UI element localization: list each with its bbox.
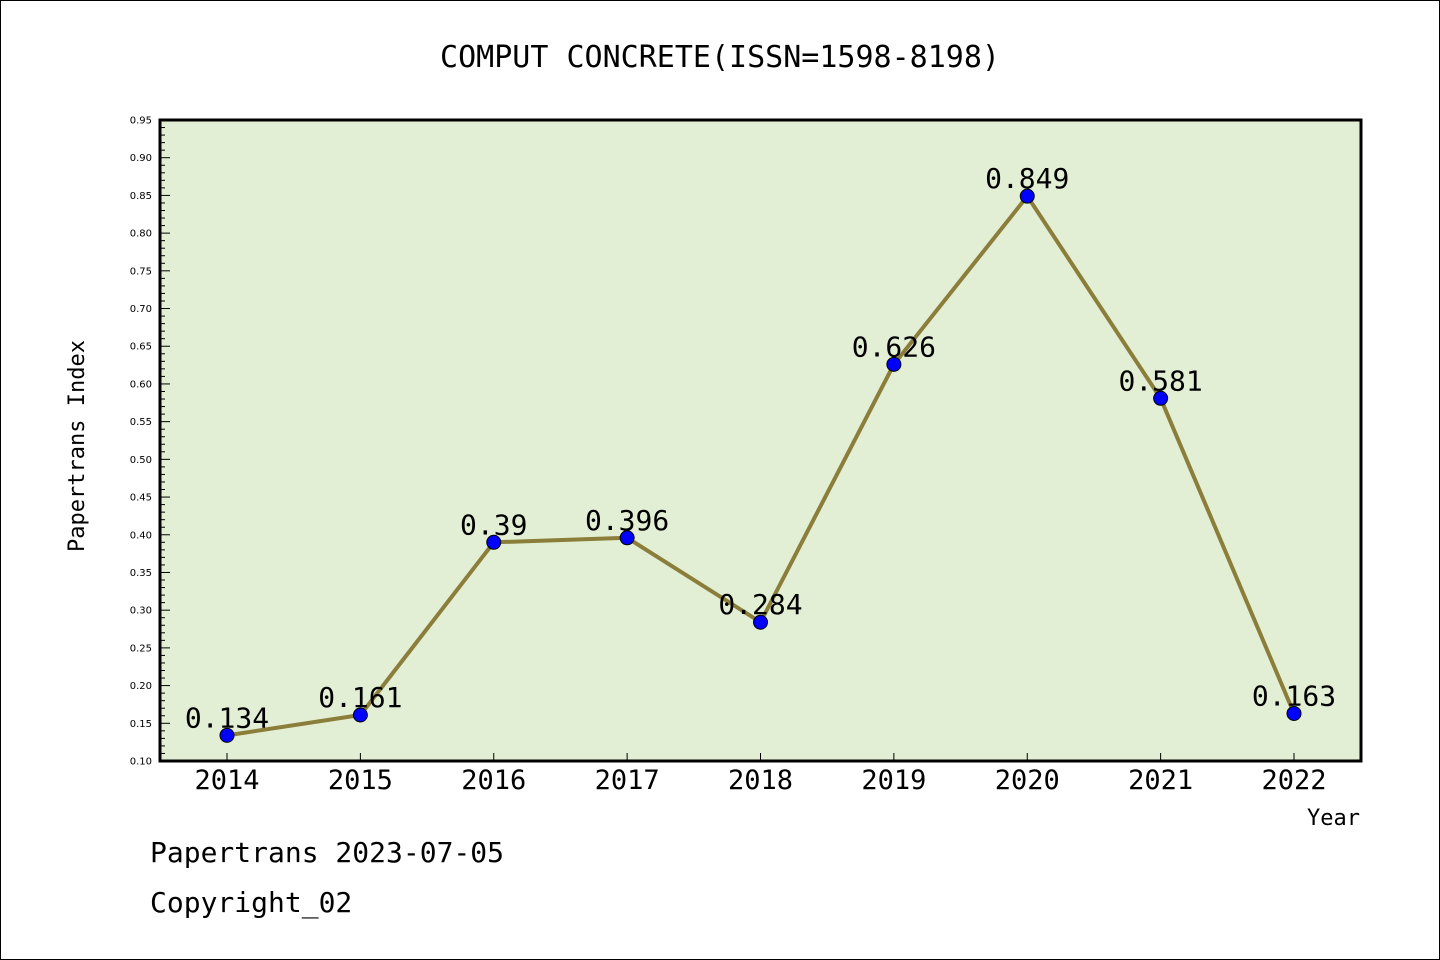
data-point bbox=[352, 707, 368, 723]
data-label: 0.161 bbox=[318, 681, 402, 714]
y-tick-label: 0.50 bbox=[130, 455, 152, 466]
x-tick-label: 2016 bbox=[461, 765, 526, 796]
data-point bbox=[219, 727, 235, 743]
x-tick-label: 2015 bbox=[328, 765, 393, 796]
data-label: 0.849 bbox=[985, 162, 1069, 195]
data-label: 0.163 bbox=[1252, 679, 1336, 712]
y-tick-label: 0.55 bbox=[130, 417, 152, 428]
data-label: 0.134 bbox=[185, 701, 269, 734]
x-tick-label: 2017 bbox=[595, 765, 660, 796]
x-axis: 2014 2015 2016 2017 2018 2019 2020 2021 2022 bbox=[194, 753, 1327, 796]
y-tick-label: 0.85 bbox=[130, 191, 152, 202]
y-tick-label: 0.60 bbox=[130, 379, 152, 390]
data-point bbox=[486, 534, 502, 550]
y-tick-label: 0.95 bbox=[130, 116, 152, 127]
data-point bbox=[886, 356, 902, 372]
data-label: 0.284 bbox=[718, 588, 802, 621]
y-tick-label: 0.20 bbox=[130, 681, 152, 692]
data-point bbox=[1153, 390, 1169, 406]
data-point bbox=[1286, 705, 1302, 721]
data-point bbox=[619, 530, 635, 546]
x-tick-label: 2022 bbox=[1261, 765, 1326, 796]
plot-area bbox=[158, 118, 1363, 763]
y-tick-label: 0.45 bbox=[130, 493, 152, 504]
x-tick-label: 2019 bbox=[861, 765, 926, 796]
x-tick-label: 2018 bbox=[728, 765, 793, 796]
x-tick-label: 2020 bbox=[995, 765, 1060, 796]
y-tick-label: 0.15 bbox=[130, 719, 152, 730]
y-tick-label: 0.10 bbox=[130, 757, 152, 768]
y-tick-label: 0.90 bbox=[130, 153, 152, 164]
y-tick-label: 0.40 bbox=[130, 530, 152, 541]
x-tick-label: 2014 bbox=[194, 765, 259, 796]
data-point bbox=[753, 614, 768, 630]
y-tick-label: 0.35 bbox=[130, 568, 152, 579]
y-tick-label: 0.75 bbox=[130, 266, 152, 277]
footer-copyright: Copyright_02 bbox=[150, 886, 353, 919]
footer-date: Papertrans 2023-07-05 bbox=[150, 836, 505, 869]
x-tick-label: 2021 bbox=[1128, 765, 1193, 796]
y-tick-label: 0.70 bbox=[130, 304, 152, 315]
data-label: 0.396 bbox=[585, 504, 669, 537]
data-label: 0.626 bbox=[852, 330, 936, 363]
y-axis-title: Papertrans Index bbox=[65, 340, 90, 552]
y-axis: 0.10 0.15 0.20 0.25 0.30 0.35 0.40 0.45 0.50 0.55… bbox=[130, 116, 170, 768]
y-tick-label: 0.25 bbox=[130, 643, 152, 654]
y-tick-label: 0.80 bbox=[130, 229, 152, 240]
data-label: 0.39 bbox=[460, 508, 527, 541]
data-label: 0.581 bbox=[1118, 364, 1202, 397]
chart-title: COMPUT CONCRETE(ISSN=1598-8198) bbox=[440, 40, 1000, 75]
data-labels: 0.134 0.161 0.39 0.396 0.284 0.626 0.849 0.581 0… bbox=[185, 162, 1336, 734]
data-points bbox=[219, 188, 1302, 743]
x-axis-title: Year bbox=[1307, 806, 1360, 831]
y-tick-label: 0.65 bbox=[130, 342, 152, 353]
data-point bbox=[1019, 188, 1035, 204]
y-tick-label: 0.30 bbox=[130, 606, 152, 617]
